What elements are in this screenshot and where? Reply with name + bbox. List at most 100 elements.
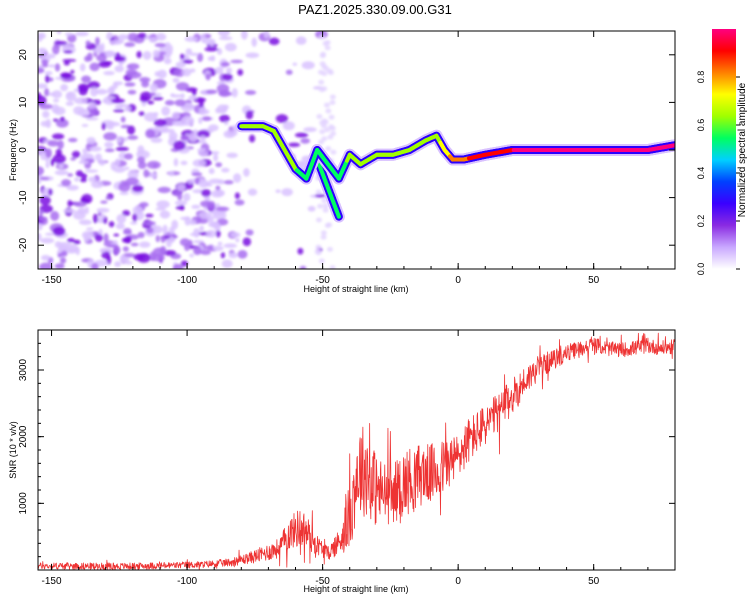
spectrogram-noise-speck xyxy=(40,120,50,127)
spectrogram-noise-speck xyxy=(84,169,99,173)
spectrogram-noise-speck xyxy=(91,262,99,269)
spectrogram-noise-speck xyxy=(218,36,233,41)
spectrogram-noise-speck xyxy=(188,95,198,101)
spectrogram-noise-speck xyxy=(89,146,102,152)
spectrogram-noise-speck xyxy=(146,160,161,169)
spectrogram-noise-speck xyxy=(127,63,140,70)
spectrogram-noise-speck xyxy=(124,42,136,48)
spectrogram-noise-speck xyxy=(122,210,131,217)
spectrogram-y-tick-label: 20 xyxy=(18,49,29,61)
spectrogram-noise-speck xyxy=(63,209,76,213)
spectrogram-noise-speck xyxy=(315,244,322,250)
spectrogram-noise-speck xyxy=(153,119,167,127)
spectrogram-noise-speck xyxy=(204,47,219,52)
spectrogram-noise-speck xyxy=(38,32,46,40)
spectrogram-noise-speck xyxy=(189,219,197,226)
spectrogram-noise-speck xyxy=(188,132,199,142)
spectrogram-noise-speck xyxy=(327,134,334,140)
spectrogram-noise-speck xyxy=(321,197,328,203)
spectrogram-noise-speck xyxy=(99,248,107,253)
spectrogram-noise-speck xyxy=(216,83,230,94)
spectrogram-noise-speck xyxy=(71,150,81,158)
spectrogram-noise-speck xyxy=(142,51,152,60)
spectrogram-noise-speck xyxy=(168,226,175,235)
spectrogram-noise-speck xyxy=(160,235,166,243)
spectrogram-noise-speck xyxy=(233,173,242,183)
spectrogram-noise-speck xyxy=(173,158,179,167)
spectrogram-noise-speck xyxy=(268,37,280,46)
spectrogram-noise-speck xyxy=(297,247,304,255)
spectrogram-noise-speck xyxy=(64,243,79,254)
spectrogram-noise-speck xyxy=(124,235,132,244)
spectrogram-noise-speck xyxy=(104,141,114,148)
spectrogram-noise-speck xyxy=(137,161,147,170)
spectrogram-noise-speck xyxy=(330,149,337,155)
spectrogram-noise-speck xyxy=(113,166,126,173)
spectrogram-noise-speck xyxy=(288,142,301,147)
spectrogram-noise-speck xyxy=(96,54,107,62)
spectrogram-noise-speck xyxy=(172,77,180,83)
spectrogram-noise-speck xyxy=(125,177,139,186)
spectrogram-noise-speck xyxy=(300,138,311,144)
spectrogram-noise-speck xyxy=(78,160,90,165)
spectrogram-noise-speck xyxy=(322,41,329,47)
spectrogram-noise-speck xyxy=(174,200,188,206)
spectrogram-noise-speck xyxy=(241,31,248,40)
spectrogram-noise-speck xyxy=(235,238,240,243)
spectrogram-noise-speck xyxy=(54,170,69,176)
spectrogram-noise-speck xyxy=(72,210,86,220)
spectrogram-noise-speck xyxy=(263,31,270,39)
spectrogram-noise-speck xyxy=(157,186,171,194)
spectrogram-noise-speck xyxy=(50,211,60,221)
spectrogram-noise-speck xyxy=(163,58,172,65)
spectrogram-noise-speck xyxy=(51,90,63,99)
spectrogram-noise-speck xyxy=(208,168,215,175)
spectrogram-noise-speck xyxy=(79,63,86,72)
spectrogram-noise-speck xyxy=(159,210,171,219)
spectrogram-noise-speck xyxy=(52,153,66,164)
spectrogram-noise-speck xyxy=(191,89,197,96)
spectrogram-noise-speck xyxy=(237,250,248,259)
spectrogram-noise-speck xyxy=(245,229,254,236)
spectrogram-noise-speck xyxy=(84,206,89,215)
colorbar-tick-label: 0.6 xyxy=(696,119,706,132)
spectrogram-noise-speck xyxy=(70,157,76,161)
spectrogram-noise-speck xyxy=(124,105,131,112)
spectrogram-noise-speck xyxy=(48,188,53,196)
spectrogram-noise-speck xyxy=(114,261,121,267)
spectrogram-noise-speck xyxy=(45,74,50,84)
spectrogram-noise-speck xyxy=(180,216,191,221)
snr-series-line xyxy=(38,332,675,570)
spectrogram-noise-speck xyxy=(172,263,184,269)
spectrogram-noise-speck xyxy=(132,205,143,215)
spectrogram-noise-speck xyxy=(103,71,115,76)
spectrogram-noise-speck xyxy=(295,36,307,45)
spectrogram-noise-speck xyxy=(179,204,185,211)
spectrogram-noise-speck xyxy=(217,241,223,246)
spectrogram-noise-speck xyxy=(47,140,60,147)
snr-line-layer xyxy=(38,332,675,570)
spectrogram-noise-speck xyxy=(127,135,139,140)
spectrogram-noise-speck xyxy=(120,256,130,263)
spectrogram-noise-speck xyxy=(182,193,191,202)
spectrogram-noise-speck xyxy=(320,123,327,129)
spectrogram-noise-speck xyxy=(70,69,75,74)
spectrogram-noise-speck xyxy=(307,205,316,212)
spectrogram-noise-speck xyxy=(86,227,94,231)
spectrogram-noise-speck xyxy=(103,132,118,141)
spectrogram-noise-speck xyxy=(60,116,65,122)
colorbar-tick-label: 0.0 xyxy=(696,263,706,276)
spectrogram-noise-speck xyxy=(114,65,125,73)
spectrogram-noise-speck xyxy=(213,153,219,162)
spectrogram-noise-speck xyxy=(67,173,74,177)
spectrogram-noise-speck xyxy=(175,61,186,68)
spectrogram-noise-speck xyxy=(216,48,223,55)
spectrogram-noise-speck xyxy=(191,204,201,209)
snr-panel: -150 -100 -50 0 50 1000 2000 3000 Height of str… xyxy=(8,329,676,594)
spectrogram-noise-speck xyxy=(247,188,258,196)
spectrogram-noise-speck xyxy=(59,257,67,264)
spectrogram-noise-speck xyxy=(75,170,84,178)
spectrogram-noise-speck xyxy=(143,169,150,178)
spectrogram-noise-speck xyxy=(275,189,281,194)
colorbar: 0.0 0.2 0.4 0.6 0.8 Normalized spectral ampl… xyxy=(696,29,748,275)
